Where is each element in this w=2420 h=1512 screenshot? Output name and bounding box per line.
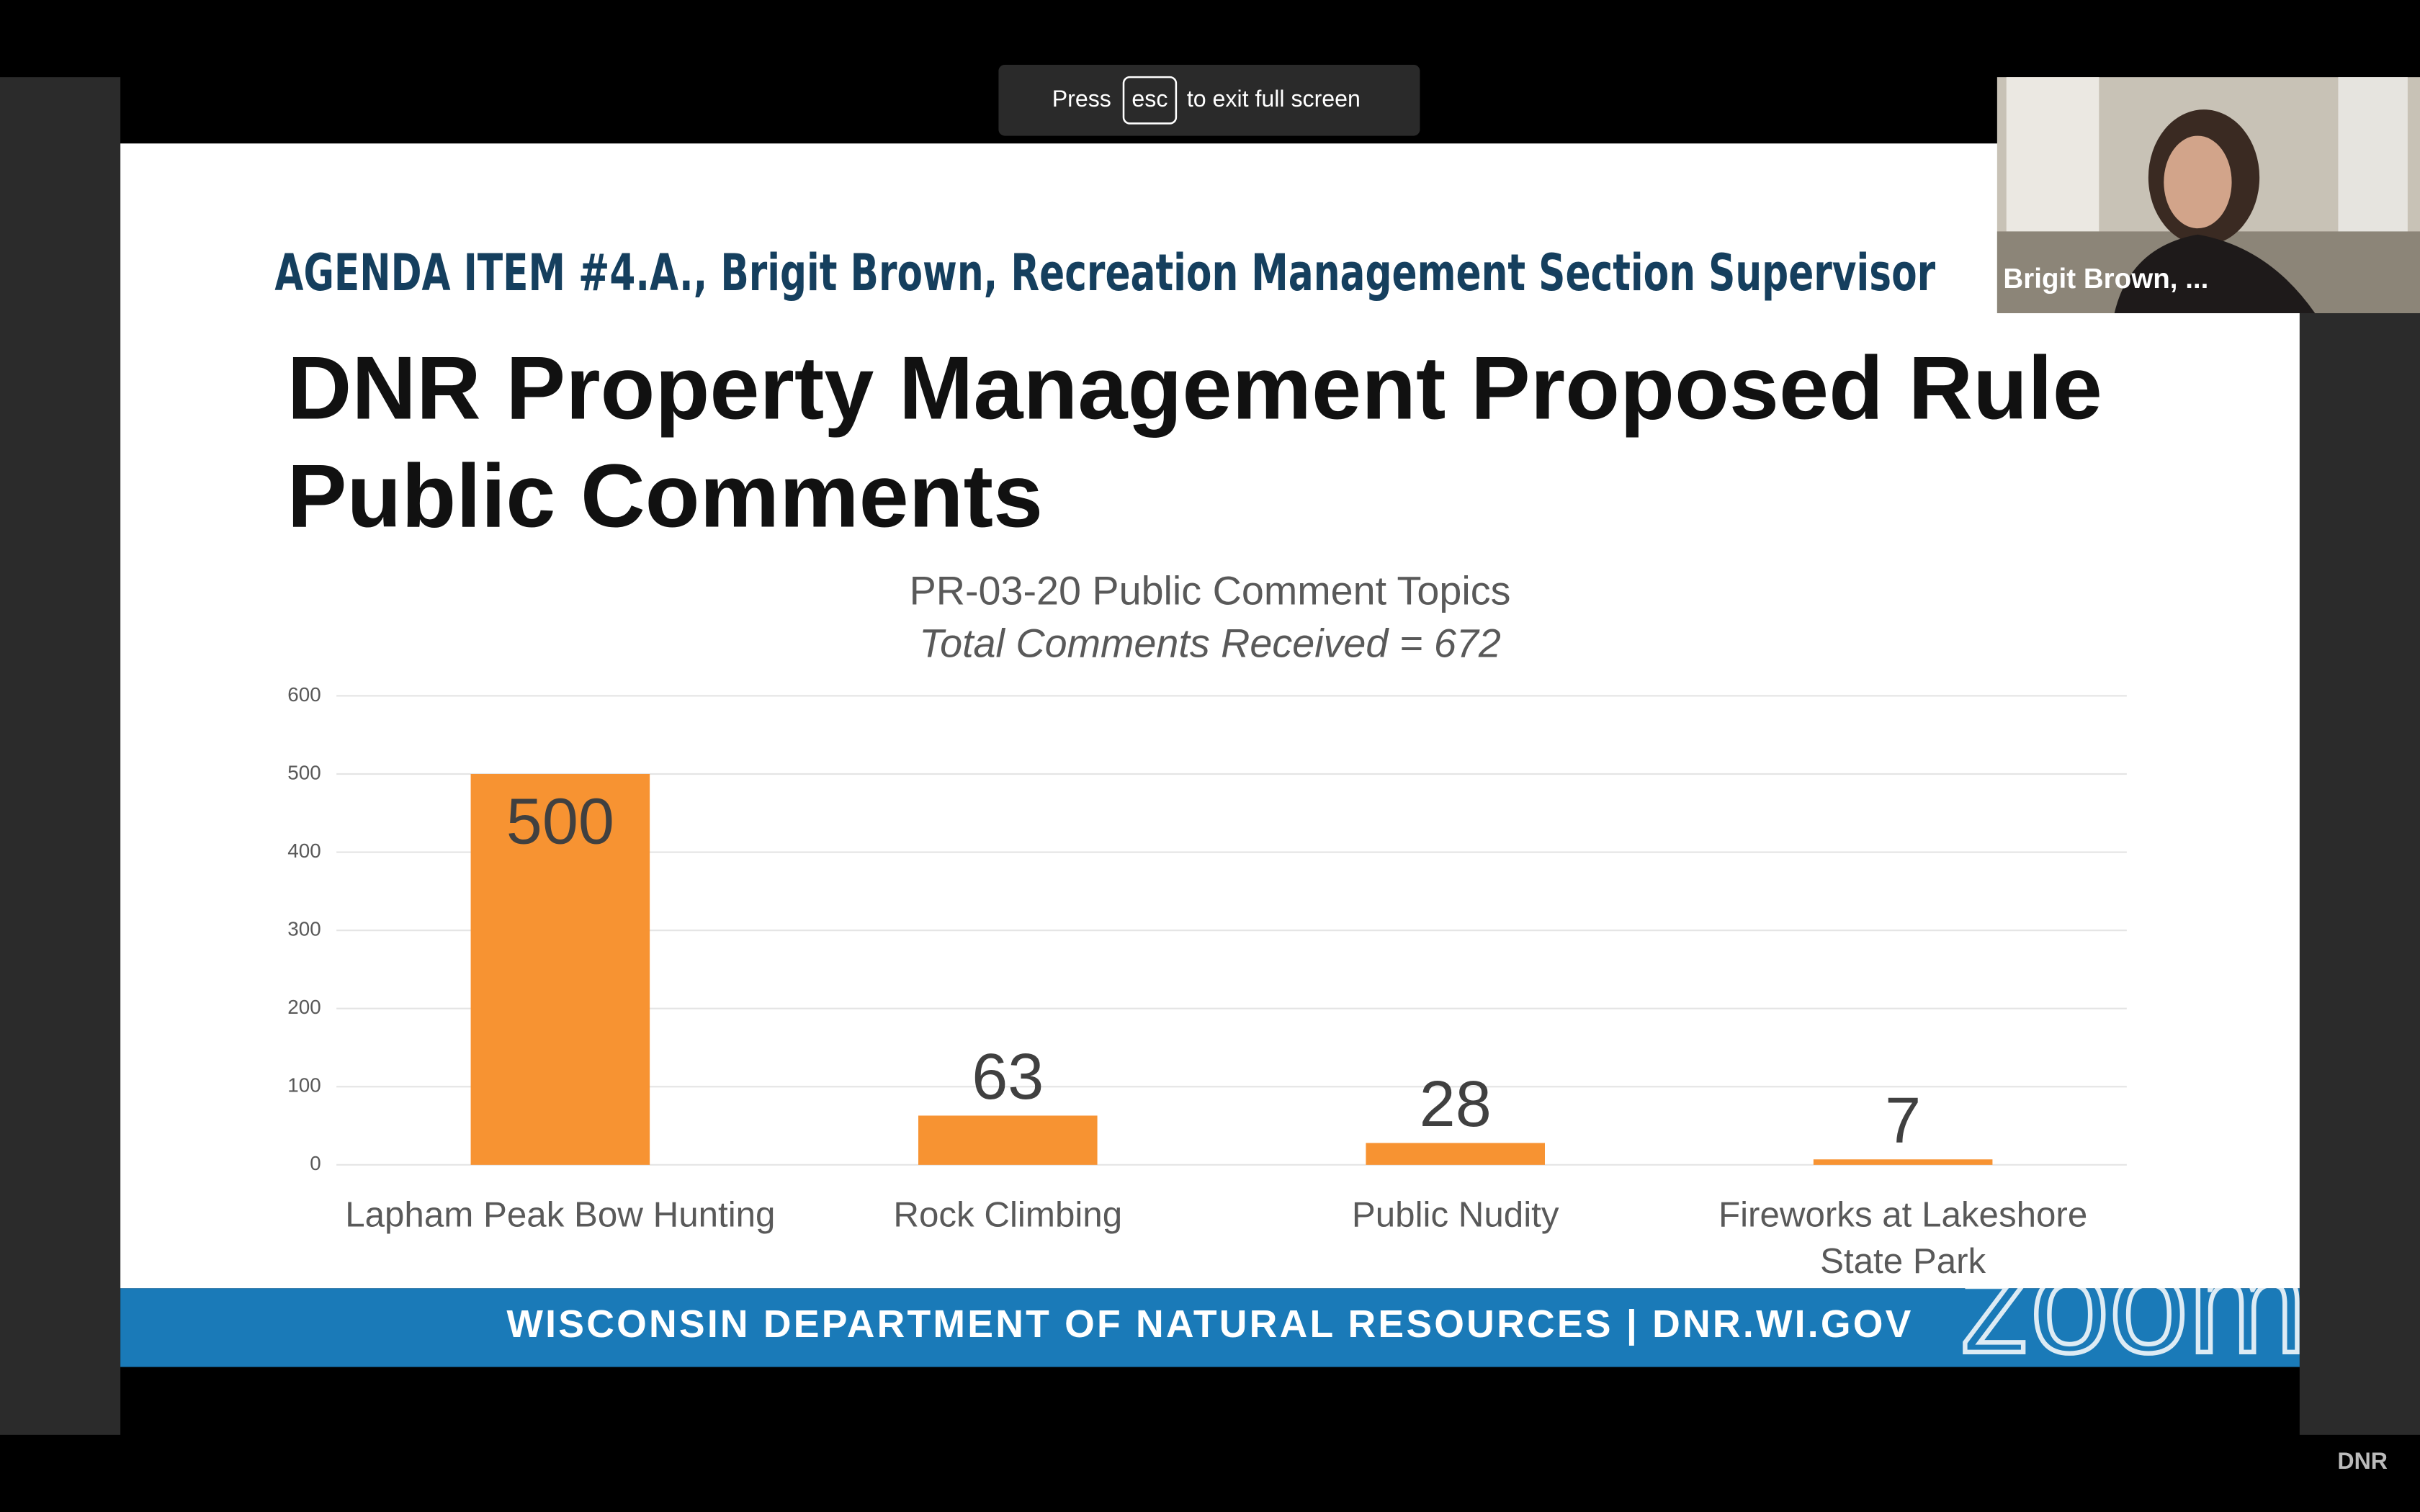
- bar: [1366, 1143, 1545, 1165]
- notice-text: to exit full screen: [1187, 86, 1361, 112]
- window: [2338, 77, 2408, 247]
- data-label: 500: [506, 786, 614, 858]
- bar: [470, 774, 650, 1165]
- person-body: [2114, 234, 2316, 313]
- corner-label: DNR: [2337, 1448, 2388, 1474]
- bar: [918, 1115, 1098, 1165]
- fullscreen-notice: [998, 65, 1420, 136]
- esc-key[interactable]: [1122, 76, 1178, 125]
- side-panel: [2299, 308, 2420, 1435]
- x-label-box: Fireworks at Lakeshore State Park: [1718, 1194, 2088, 1281]
- y-tick-label: 500: [287, 761, 321, 783]
- y-tick-label: 0: [310, 1152, 321, 1174]
- video-tile[interactable]: Brigit Brown, ...: [1996, 77, 2420, 314]
- zoom-watermark: zoom: [1959, 1224, 2306, 1382]
- x-tick-label: Lapham Peak Bow Hunting: [345, 1194, 776, 1235]
- chart-subtitle: Total Comments Received = 672: [919, 621, 1501, 666]
- slide: [120, 143, 2300, 1289]
- side-panel: [0, 77, 121, 1435]
- person-face: [2164, 135, 2232, 229]
- y-tick-label: 400: [287, 840, 321, 862]
- window: [2006, 77, 2099, 232]
- notice-text: Press: [1052, 86, 1111, 112]
- slide-footer-band: [120, 1288, 2300, 1367]
- slide-header: AGENDA ITEM #4.A., Brigit Brown, Recreat…: [274, 243, 1935, 302]
- chart-title: PR-03-20 Public Comment Topics: [910, 569, 1511, 613]
- x-tick-label: Public Nudity: [1351, 1194, 1559, 1235]
- x-label-box: Lapham Peak Bow Hunting: [345, 1194, 776, 1235]
- data-label: 7: [1885, 1085, 1921, 1157]
- x-tick-label: Rock Climbing: [893, 1194, 1123, 1235]
- x-label-box: Public Nudity: [1351, 1194, 1559, 1235]
- x-label-box: Rock Climbing: [893, 1194, 1123, 1235]
- bar: [1813, 1159, 1993, 1165]
- data-label: 28: [1420, 1068, 1492, 1140]
- slide-title: DNR Property Management Proposed Rule: [287, 338, 2102, 438]
- slide-title: Public Comments: [287, 446, 1044, 546]
- data-label: 63: [972, 1041, 1044, 1113]
- x-tick-label: Fireworks at Lakeshore State Park: [1718, 1194, 2088, 1281]
- esc-key-label: esc: [1131, 86, 1168, 112]
- y-tick-label: 300: [287, 918, 321, 940]
- y-tick-label: 100: [287, 1074, 321, 1097]
- y-tick-label: 600: [287, 683, 321, 706]
- y-tick-label: 200: [287, 996, 321, 1018]
- participant-name: Brigit Brown, ...: [2003, 264, 2208, 294]
- footer-text: WISCONSIN DEPARTMENT OF NATURAL RESOURCE…: [506, 1303, 1913, 1346]
